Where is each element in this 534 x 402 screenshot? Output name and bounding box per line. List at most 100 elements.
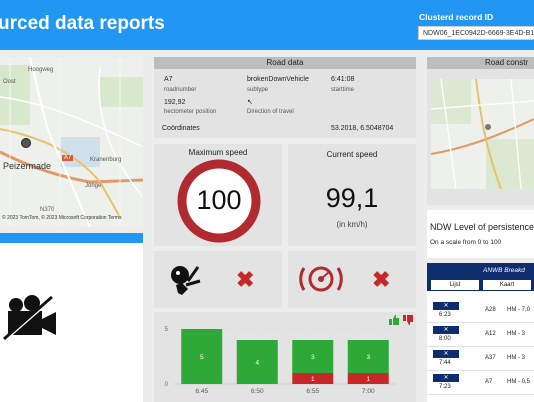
road-data-title: Road data [154,57,416,69]
current-speed-card: Current speed 99,1 (in km/h) [288,144,416,246]
thumbs-down-icon[interactable] [402,314,414,326]
list-item[interactable]: ✕ 7:44 A37 HM - 3 [427,348,534,371]
bar-value-label: 5 [200,354,204,361]
x-tick-label: 6:55 [306,388,319,395]
hectometer-value: 192,92 [164,99,186,106]
y-tick-label: 5 [165,327,169,333]
breakdown-icon: ✕ [433,326,459,334]
map-label-hoogweg: Hoogweg [28,67,54,73]
map-attribution: © 2023 TomTom, © 2023 Microsoft Corporat… [2,215,122,221]
bar-value-label: 4 [255,360,259,367]
map-label-oost: Oost [3,79,16,85]
row-hm: HM - 3 [507,355,525,361]
bar-chart: 0 5 5 6:45 4 6:50 1 3 6:55 1 3 7:00 [165,327,396,395]
tab-list[interactable]: Lijst [431,280,479,290]
map-label-jonge: Jonge [85,183,102,189]
row-hm: HM - 3 [507,331,525,337]
anwb-panel: ANWB Breakd Lijst Kaart ✕ 6:23 A28 HM - … [427,263,534,402]
map-label-n370: N370 [40,207,55,213]
map-label-peizermade: Peizermade [3,161,52,171]
bar-chart-card: 0 5 5 6:45 4 6:50 1 3 6:55 1 3 7:00 [154,312,416,402]
left-map[interactable]: Hoogweg Oost Kranenburg Peizermade A7 N3… [0,57,143,227]
row-time: 7:44 [439,360,451,366]
breakdown-icon: ✕ [433,374,459,382]
bar-segment-red [347,373,389,384]
record-id-label: Clusterd record ID [419,12,494,22]
starttime-value: 6:41:08 [331,76,355,83]
bar-segment-green [181,329,223,384]
anwb-title: ANWB Breakd [483,267,525,274]
road-constr-title: Road constr [427,57,534,69]
breakdown-icon: ✕ [433,302,459,310]
driver-signal-icon [171,266,201,295]
max-speed-title: Maximum speed [188,148,248,157]
vehicle-status-x-icon: ✖ [372,267,391,292]
list-item[interactable]: ✕ 7:23 A7 HM - 0,5 [427,372,534,395]
bar-segment-green [292,340,334,373]
x-tick-label: 7:00 [362,388,375,395]
media-panel [0,233,143,402]
row-road: A7 [485,379,493,385]
row-hm: HM - 0,5 [507,379,531,385]
speed-limit-sign-icon [177,159,261,243]
max-speed-value: 100 [196,185,242,215]
row-road: A37 [485,355,496,361]
bar-value-label: 3 [311,354,315,361]
persistence-title: NDW Level of persistence [430,222,534,232]
anwb-tabbar: Lijst Kaart [427,279,534,291]
media-panel-header [0,233,143,243]
driver-status-x-icon: ✖ [236,267,255,292]
roadnumber-label: roadnumber [164,87,197,93]
list-item[interactable]: ✕ 6:23 A28 HM - 7,0 [427,300,534,323]
hectometer-label: hectometer position [164,109,217,115]
current-speed-title: Current speed [326,150,378,159]
bar-segment-green [347,340,389,373]
subtype-label: subtype [247,87,269,93]
road-constr-map[interactable] [431,79,534,189]
list-item[interactable]: ✕ 8:00 A12 HM - 3 [427,324,534,347]
row-road: A12 [485,331,496,337]
roadnumber-value: A7 [164,76,173,83]
road-constr-card: Road constr [427,57,534,205]
road-data-card: Road data A7 roadnumber brokenDownVehicl… [154,57,416,138]
page-title: urced data reports [0,13,165,34]
current-speed-unit: (in km/h) [336,220,368,229]
row-hm: HM - 7,0 [507,307,531,313]
driver-status-card: ✖ [154,251,282,308]
record-id-input[interactable]: NDW06_1EC0942D-6669-3E4D-B1 [418,26,534,40]
vehicle-status-card: ✖ [288,251,416,308]
header-bar: urced data reports Clusterd record ID ND… [0,0,534,50]
row-time: 8:00 [439,336,451,342]
starttime-label: starttime [331,87,355,93]
tab-map[interactable]: Kaart [483,280,531,290]
coordinates-label: Coördinates [162,125,200,132]
bar-segment-red [292,373,334,384]
breakdown-icon: ✕ [433,350,459,358]
anwb-header: ANWB Breakd [427,263,534,279]
bar-value-label: 3 [366,354,370,361]
bar-value-label: 1 [311,376,315,383]
coordinates-value: 53.2018, 6.5048704 [331,125,394,132]
breakdown-warning-icon [299,266,343,292]
x-tick-label: 6:50 [251,388,264,395]
bar-segment-green [236,340,278,384]
video-off-icon [3,295,56,341]
y-tick-label: 0 [165,382,169,388]
x-tick-label: 6:45 [195,388,208,395]
map-label-a7: A7 [62,155,74,161]
direction-label: Direction of travel [247,109,294,115]
row-time: 6:23 [439,312,451,318]
row-time: 7:23 [439,384,451,390]
persistence-card: NDW Level of persistence On a scale from… [427,210,534,258]
map-roads [0,57,143,227]
bar-value-label: 1 [366,376,370,383]
persistence-subtitle: On a scale from 0 to 100 [430,239,502,246]
terms-link[interactable]: Terms [107,215,122,221]
max-speed-card: Maximum speed 100 [154,144,282,246]
direction-arrow-icon: ↖ [247,99,253,106]
map-label-kranenburg: Kranenburg [90,157,122,163]
row-road: A28 [485,307,496,313]
current-speed-value: 99,1 [325,183,379,213]
subtype-value: brokenDownVehicle [247,76,309,83]
thumbs-up-icon[interactable] [388,314,400,326]
